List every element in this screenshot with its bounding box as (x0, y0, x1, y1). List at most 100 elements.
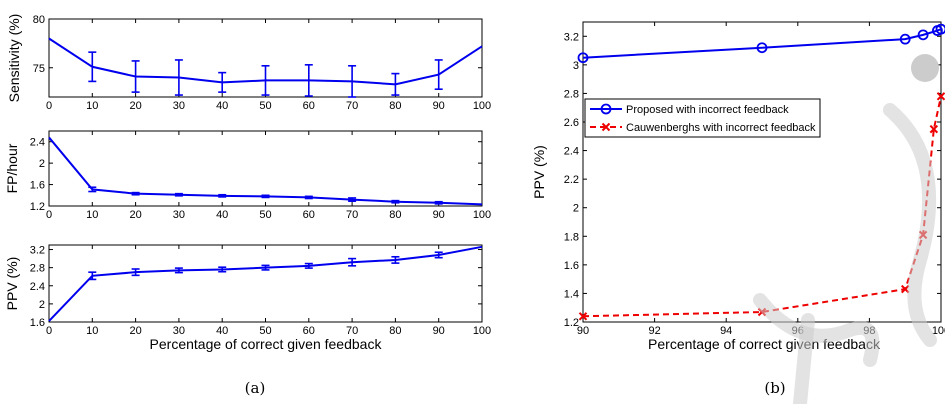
axes-frame (582, 21, 942, 323)
y-tick-label: 2 (39, 158, 45, 170)
watermark-stroke (883, 103, 937, 347)
x-tick-label: 60 (303, 325, 315, 337)
error-bar (174, 192, 183, 197)
y-tick-label: 75 (33, 63, 45, 75)
x-tick-label: 92 (648, 325, 660, 337)
y-tick-label: 1.4 (564, 288, 579, 300)
y-tick-label: 2.6 (564, 117, 579, 129)
x-tick-label: 30 (173, 100, 185, 112)
marker-circle (577, 52, 589, 64)
chart-panel-ppv-a: 0 10 20 30 40 50 60 70 80 90 100 1.6 2 2.4 2.8 3.2 PPV (… (4, 244, 491, 352)
y-tick-label: 2.4 (30, 137, 45, 149)
y-axis-label: Sensitivity (%) (6, 14, 22, 103)
error-bar (88, 51, 97, 83)
x-tick-label: 0 (46, 325, 52, 337)
marker-circle (899, 33, 911, 45)
x-tick-label: 60 (303, 209, 315, 221)
y-tick-label: 3.2 (30, 245, 45, 257)
error-bar (391, 199, 400, 204)
caption-b: (b) (764, 379, 785, 397)
error-bar (434, 251, 443, 259)
error-bar (174, 267, 183, 274)
error-bar (261, 194, 270, 199)
error-bar (348, 257, 357, 267)
x-tick-label: 90 (433, 325, 445, 337)
error-bar (218, 266, 227, 273)
error-bar (304, 262, 313, 269)
chart-panel-fp-per-hour: 0 10 20 30 40 50 60 70 80 90 100 1.2 1.6 2 2.4 FP/hour (4, 130, 491, 221)
error-bar (174, 59, 183, 96)
x-tick-label: 100 (473, 100, 491, 112)
error-bar (434, 200, 443, 205)
y-tick-label: 1.8 (564, 231, 579, 243)
marker-circle (756, 42, 768, 54)
error-bar (304, 195, 313, 200)
error-bar (88, 271, 97, 281)
y-tick-label: 1.6 (564, 260, 579, 272)
x-tick-label: 0 (46, 100, 52, 112)
x-tick-label: 94 (720, 325, 732, 337)
x-tick-label: 10 (86, 100, 98, 112)
error-bar (348, 197, 357, 202)
x-tick-label: 60 (303, 100, 315, 112)
y-axis-label: PPV (%) (531, 145, 547, 199)
watermark-stroke (793, 313, 815, 404)
x-tick-label: 90 (433, 100, 445, 112)
x-tick-label: 30 (173, 209, 185, 221)
series-line (48, 136, 483, 206)
error-bar (131, 268, 140, 277)
error-bar (88, 186, 97, 193)
error-bar (391, 72, 400, 96)
y-tick-label: 2 (39, 299, 45, 311)
series-line (48, 245, 483, 322)
x-tick-label: 10 (86, 209, 98, 221)
error-bar (434, 59, 443, 90)
watermark-dot (911, 54, 939, 82)
y-tick-label: 3.2 (564, 31, 579, 43)
x-axis-label: Percentage of correct given feedback (150, 336, 383, 352)
legend-marker-circle (600, 103, 612, 115)
x-tick-label: 80 (389, 209, 401, 221)
x-tick-label: 0 (46, 209, 52, 221)
y-tick-label: 3 (573, 60, 579, 72)
x-tick-label: 20 (129, 100, 141, 112)
legend-label-cauwenberghs: Cauwenberghs with incorrect feedback (626, 122, 816, 134)
y-tick-label: 1.2 (30, 201, 45, 213)
error-bar (261, 65, 270, 96)
x-tick-label: 70 (346, 325, 358, 337)
y-tick-label: 80 (33, 14, 45, 26)
legend-marker-x (601, 122, 611, 132)
x-tick-label: 40 (216, 100, 228, 112)
watermark (753, 54, 939, 404)
error-bar (348, 65, 357, 98)
y-axis-label: PPV (%) (4, 257, 20, 311)
x-tick-label: 50 (259, 325, 271, 337)
legend-box (584, 98, 821, 138)
x-tick-label: 40 (216, 325, 228, 337)
y-tick-label: 2.8 (564, 88, 579, 100)
y-tick-label: 1.6 (30, 180, 45, 192)
error-bar (131, 60, 140, 93)
legend: Proposed with incorrect feedback Cauwenbe… (584, 98, 821, 138)
x-tick-label: 20 (129, 325, 141, 337)
x-tick-label: 90 (433, 209, 445, 221)
chart-panel-sensitivity: 0 10 20 30 40 50 60 70 80 90 100 75 80 Sensitivity (%… (6, 14, 491, 112)
y-tick-label: 2.2 (564, 174, 579, 186)
error-bar (131, 191, 140, 196)
series-line-proposed (582, 28, 942, 59)
legend-label-proposed: Proposed with incorrect feedback (626, 104, 789, 116)
x-tick-label: 80 (389, 325, 401, 337)
x-tick-label: 40 (216, 209, 228, 221)
x-tick-label: 90 (577, 325, 589, 337)
error-bar (391, 255, 400, 264)
error-bar (304, 64, 313, 97)
y-tick-label: 1.6 (30, 317, 45, 329)
error-bar (218, 71, 227, 93)
y-tick-label: 2.4 (30, 281, 45, 293)
error-bar (218, 193, 227, 198)
x-tick-label: 70 (346, 100, 358, 112)
y-tick-label: 2.4 (564, 146, 579, 158)
x-tick-label: 20 (129, 209, 141, 221)
marker-x (936, 92, 945, 101)
caption-a: (a) (245, 379, 266, 397)
